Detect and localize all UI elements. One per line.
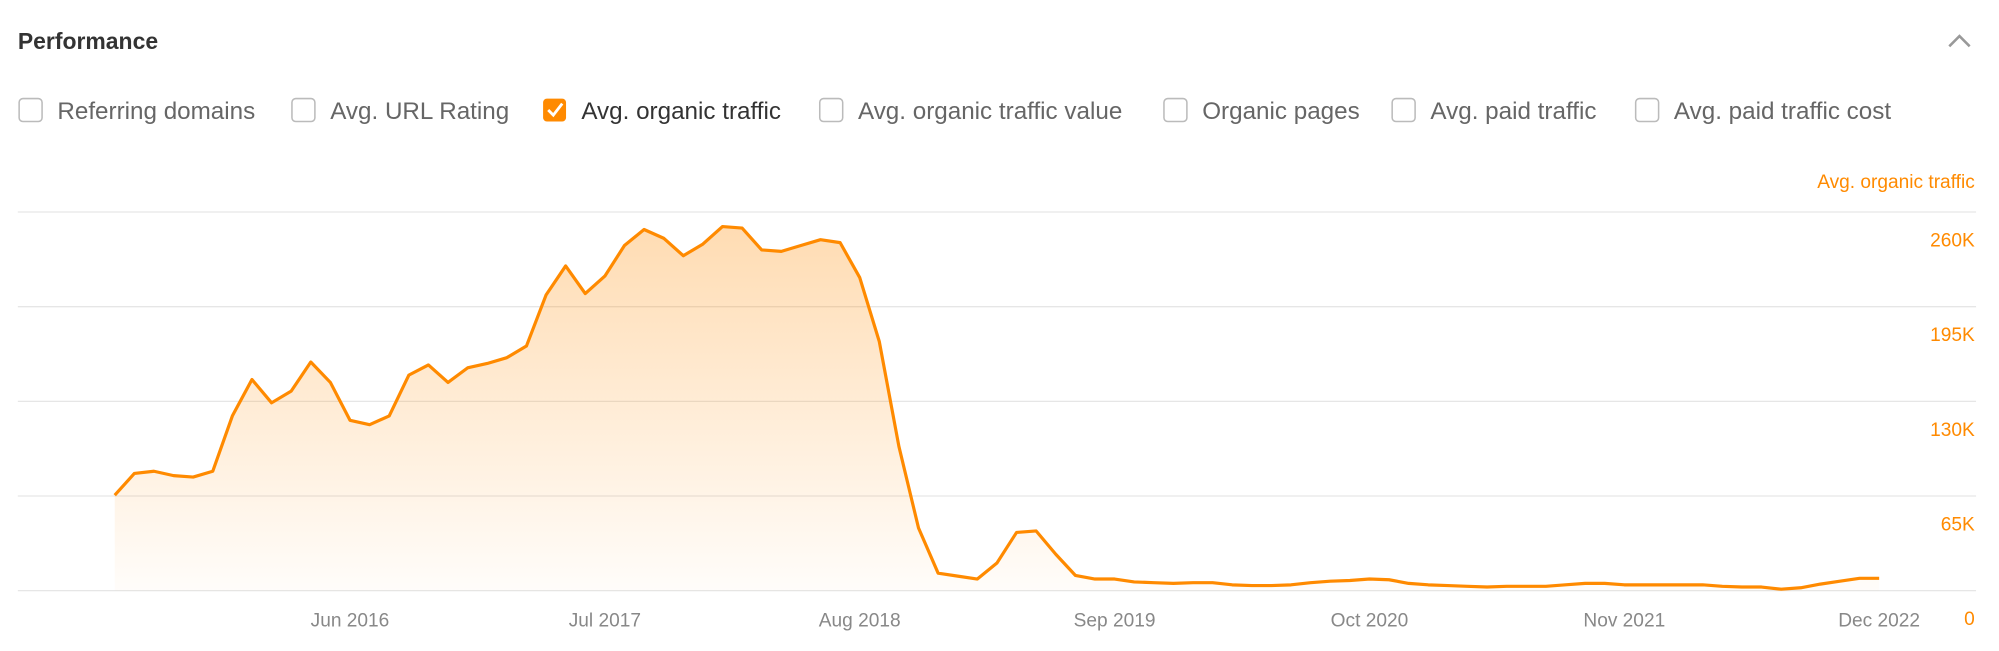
x-tick-label: Nov 2021 (1583, 610, 1665, 631)
filter-label[interactable]: Avg. organic traffic value (858, 98, 1122, 125)
collapse-icon[interactable] (1948, 34, 1971, 48)
x-tick-label: Dec 2022 (1838, 610, 1920, 631)
panel-title: Performance (18, 28, 158, 54)
checkbox[interactable] (818, 97, 844, 123)
filter-label[interactable]: Avg. paid traffic (1430, 98, 1596, 125)
chart: Avg. organic traffic 0 65K 130K 195K 260K Jun … (17, 172, 1977, 631)
x-tick-label: Sep 2019 (1074, 610, 1156, 631)
area-fill (114, 226, 1880, 591)
y-tick-label: 130K (1930, 420, 1975, 441)
x-tick-label: Aug 2018 (819, 610, 901, 631)
filters: Referring domains Avg. URL Rating Avg. org… (18, 97, 1891, 125)
checkbox[interactable] (18, 97, 43, 123)
checkbox[interactable] (1391, 97, 1416, 123)
y-tick-label: 0 (1964, 609, 1975, 630)
filter-label[interactable]: Organic pages (1202, 98, 1360, 125)
checkbox-checked[interactable] (543, 98, 567, 122)
axis-series-label: Avg. organic traffic (1817, 172, 1975, 193)
checkbox[interactable] (1634, 97, 1660, 123)
filter-label[interactable]: Avg. paid traffic cost (1674, 98, 1891, 125)
checkbox[interactable] (291, 97, 316, 123)
y-tick-label: 260K (1930, 230, 1975, 251)
filter-label[interactable]: Avg. organic traffic (581, 98, 781, 125)
x-tick-label: Jul 2017 (569, 610, 641, 631)
line (113, 225, 1880, 591)
y-tick-label: 195K (1930, 325, 1975, 346)
checkmark (547, 102, 564, 118)
x-tick-label: Jun 2016 (311, 610, 390, 631)
checkbox[interactable] (1163, 97, 1188, 123)
filter-label[interactable]: Avg. URL Rating (330, 98, 509, 125)
x-tick-label: Oct 2020 (1331, 610, 1409, 631)
filter-label[interactable]: Referring domains (57, 98, 255, 125)
y-tick-label: 65K (1941, 514, 1975, 535)
